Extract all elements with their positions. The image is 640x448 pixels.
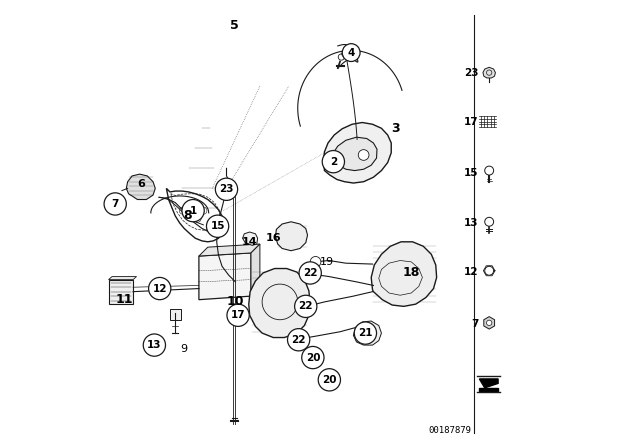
Polygon shape <box>324 122 391 183</box>
Text: 13: 13 <box>147 340 162 350</box>
Text: 11: 11 <box>115 293 133 306</box>
Text: 1: 1 <box>189 206 196 215</box>
Circle shape <box>484 217 493 226</box>
Text: 8: 8 <box>184 209 192 222</box>
Text: 6: 6 <box>137 179 145 189</box>
Text: 16: 16 <box>266 233 282 243</box>
Text: 4: 4 <box>348 47 355 58</box>
Text: 21: 21 <box>358 328 372 338</box>
Text: 14: 14 <box>242 237 257 247</box>
Circle shape <box>484 166 493 175</box>
Text: 22: 22 <box>303 268 317 278</box>
Text: 19: 19 <box>320 257 334 267</box>
Circle shape <box>143 334 166 356</box>
Circle shape <box>484 266 493 275</box>
Text: 12: 12 <box>464 267 479 277</box>
Text: 17: 17 <box>231 310 245 320</box>
Circle shape <box>216 178 237 200</box>
Circle shape <box>310 257 321 267</box>
Polygon shape <box>126 174 156 199</box>
Text: 23: 23 <box>464 68 479 78</box>
Text: 9: 9 <box>180 344 187 353</box>
Text: 00187879: 00187879 <box>428 426 472 435</box>
Text: 7: 7 <box>471 319 479 329</box>
Circle shape <box>148 277 171 300</box>
Polygon shape <box>243 232 258 246</box>
Circle shape <box>301 346 324 369</box>
Circle shape <box>358 150 369 160</box>
Polygon shape <box>479 388 498 391</box>
Polygon shape <box>109 276 136 280</box>
Polygon shape <box>251 244 260 296</box>
Text: 10: 10 <box>227 295 244 308</box>
Text: 17: 17 <box>464 116 479 127</box>
Polygon shape <box>484 317 495 329</box>
Circle shape <box>342 51 348 57</box>
Polygon shape <box>371 242 436 306</box>
Circle shape <box>299 262 321 284</box>
Polygon shape <box>483 67 495 78</box>
Text: 20: 20 <box>322 375 337 385</box>
Text: 12: 12 <box>152 284 167 293</box>
Polygon shape <box>199 253 251 300</box>
Circle shape <box>104 193 126 215</box>
Polygon shape <box>275 222 308 251</box>
Text: 18: 18 <box>403 267 420 280</box>
Circle shape <box>355 322 376 344</box>
Text: 3: 3 <box>392 122 400 135</box>
Circle shape <box>294 295 317 318</box>
Circle shape <box>318 369 340 391</box>
Polygon shape <box>199 244 260 256</box>
Polygon shape <box>170 309 181 320</box>
Text: 15: 15 <box>464 168 479 178</box>
Polygon shape <box>332 137 377 171</box>
Text: 23: 23 <box>220 184 234 194</box>
Circle shape <box>486 320 492 326</box>
Text: 22: 22 <box>298 302 313 311</box>
Polygon shape <box>353 321 381 345</box>
Circle shape <box>207 215 228 237</box>
Text: 22: 22 <box>291 335 306 345</box>
Text: 13: 13 <box>464 218 479 228</box>
Circle shape <box>182 199 204 222</box>
Polygon shape <box>479 379 498 388</box>
Polygon shape <box>249 268 310 337</box>
Polygon shape <box>109 280 133 304</box>
Circle shape <box>227 304 249 327</box>
Text: 7: 7 <box>111 199 119 209</box>
Circle shape <box>287 329 310 351</box>
Circle shape <box>339 54 344 60</box>
Text: 20: 20 <box>306 353 320 362</box>
Circle shape <box>342 44 360 61</box>
Text: 15: 15 <box>211 221 225 231</box>
Text: 5: 5 <box>230 19 239 32</box>
Text: 2: 2 <box>330 157 337 167</box>
Circle shape <box>322 151 344 173</box>
